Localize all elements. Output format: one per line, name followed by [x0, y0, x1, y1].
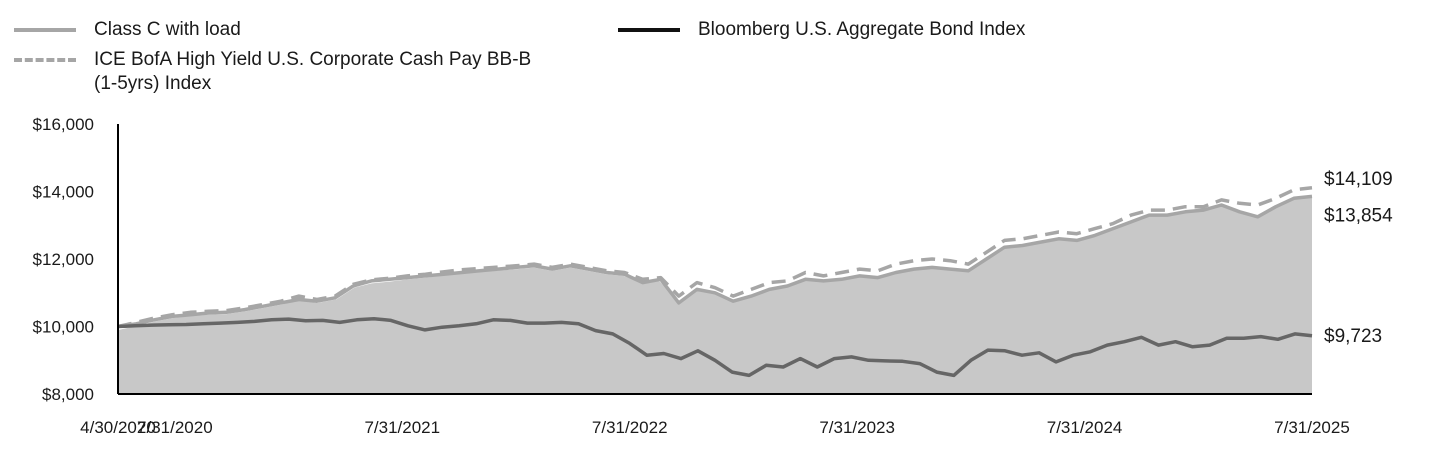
bloomberg-line	[117, 316, 1313, 378]
x-tick-label: 7/31/2024	[1047, 418, 1123, 437]
legend-swatch-dashed-gray	[14, 58, 76, 62]
y-tick-label: $16,000	[33, 115, 94, 134]
legend-item-bloomberg: Bloomberg U.S. Aggregate Bond Index	[618, 18, 1025, 42]
x-tick-label: 4/30/2020	[80, 418, 156, 437]
legend-label-class-c: Class C with load	[94, 19, 241, 40]
legend-label-bloomberg: Bloomberg U.S. Aggregate Bond Index	[698, 19, 1026, 40]
legend-item-class-c: Class C with load	[14, 18, 241, 42]
legend-swatch-solid-black	[618, 28, 680, 32]
y-tick-label: $14,000	[33, 183, 94, 202]
legend-swatch-solid-gray	[14, 28, 76, 32]
x-tick-label: 7/31/2023	[819, 418, 895, 437]
y-tick-label: $10,000	[33, 318, 94, 337]
class-c-area	[118, 196, 1312, 394]
x-tick-label: 7/31/2020	[137, 418, 213, 437]
legend-item-ice-bofa: ICE BofA High Yield U.S. Corporate Cash …	[14, 48, 531, 96]
x-tick-label: 7/31/2025	[1274, 418, 1350, 437]
end-value-label: $13,854	[1324, 205, 1393, 226]
x-tick-label: 7/31/2021	[364, 418, 440, 437]
end-value-label: $14,109	[1324, 169, 1393, 190]
y-tick-label: $8,000	[42, 385, 94, 404]
end-value-label: $9,723	[1324, 326, 1382, 347]
y-tick-label: $12,000	[33, 250, 94, 269]
legend-label-ice-bofa: ICE BofA High Yield U.S. Corporate Cash …	[94, 49, 532, 94]
class-c-line	[117, 194, 1313, 329]
x-tick-label: 7/31/2022	[592, 418, 668, 437]
